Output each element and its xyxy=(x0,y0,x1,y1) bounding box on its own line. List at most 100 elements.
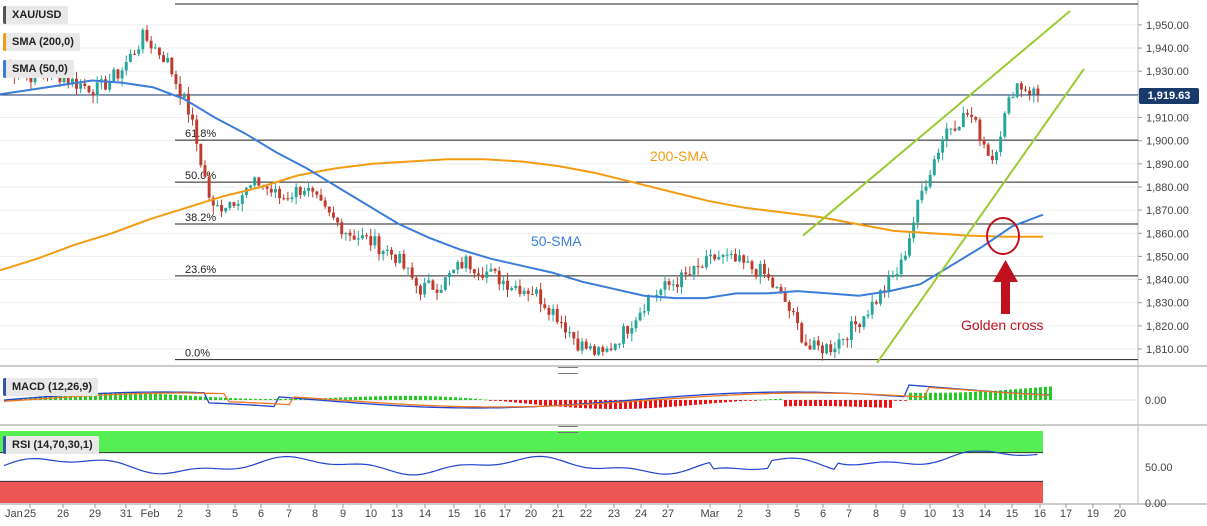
candle-body xyxy=(83,83,87,86)
candle-body xyxy=(646,296,650,312)
candle-body xyxy=(696,266,700,268)
macd-histogram-bar xyxy=(404,395,407,400)
pane-resize-handle[interactable] xyxy=(558,367,578,374)
time-tick-label: 5 xyxy=(232,508,238,520)
macd-histogram-bar xyxy=(884,400,887,408)
macd-histogram-bar xyxy=(639,400,642,409)
macd-histogram-bar xyxy=(134,392,137,400)
candle-body xyxy=(667,281,671,285)
candle-body xyxy=(489,268,493,272)
time-axis: Jan 25 26 29 31 Feb 2 3 5 6 7 8 9 10 13 14 15 16 17 20 21 22 2… xyxy=(5,504,1126,520)
macd-histogram-bar xyxy=(254,398,257,400)
candle-body xyxy=(87,85,91,93)
candle-body xyxy=(1007,97,1011,114)
macd-histogram-bar xyxy=(804,400,807,407)
candle-body xyxy=(671,284,675,286)
time-tick-label: 15 xyxy=(448,508,460,520)
price-tick-label: 1,880.00 xyxy=(1146,182,1189,194)
time-tick-label: 24 xyxy=(635,508,647,520)
rsi-line xyxy=(3,450,1038,476)
candle-body xyxy=(1011,96,1015,98)
candle-body xyxy=(481,274,485,278)
candle-body xyxy=(249,185,253,188)
macd-histogram-bar xyxy=(774,398,777,400)
candle-body xyxy=(381,250,385,255)
macd-label[interactable]: MACD (12,26,9) xyxy=(3,378,99,396)
time-tick-label: 23 xyxy=(608,508,620,520)
macd-histogram-bar xyxy=(869,400,872,408)
candle-body xyxy=(820,345,824,354)
macd-histogram-bar xyxy=(439,396,442,400)
macd-histogram-bar xyxy=(609,400,612,409)
candle-body xyxy=(982,141,986,145)
candle-body xyxy=(1028,90,1032,95)
candle-body xyxy=(932,159,936,175)
macd-histogram-bar xyxy=(969,392,972,400)
candle-body xyxy=(419,285,422,295)
macd-histogram-bar xyxy=(234,398,237,400)
pane-resize-handle[interactable] xyxy=(558,426,578,433)
macd-histogram-bar xyxy=(484,399,487,401)
macd-histogram-bar xyxy=(214,397,217,400)
macd-histogram-bar xyxy=(129,392,132,400)
symbol-label[interactable]: XAU/USD xyxy=(3,6,68,24)
candle-body xyxy=(1019,83,1023,90)
macd-histogram-bar xyxy=(734,400,737,402)
macd-histogram-bar xyxy=(689,400,692,406)
macd-histogram-bar xyxy=(679,400,682,407)
macd-histogram-bar xyxy=(109,392,112,400)
time-tick-label: 14 xyxy=(979,508,991,520)
time-tick-label: 25 xyxy=(24,508,36,520)
sma200-label[interactable]: SMA (200,0) xyxy=(3,33,80,51)
macd-histogram-bar xyxy=(984,391,987,400)
macd-histogram-bar xyxy=(284,399,287,400)
candle-body xyxy=(182,93,186,98)
macd-histogram-bar xyxy=(354,396,357,400)
candle-body xyxy=(120,70,124,79)
time-tick-label: 9 xyxy=(900,508,906,520)
candle-body xyxy=(547,307,551,315)
macd-histogram-bar xyxy=(604,400,607,409)
candle-body xyxy=(887,276,891,292)
candle-body xyxy=(841,339,845,341)
macd-histogram-bar xyxy=(809,400,812,407)
candle-body xyxy=(941,139,945,153)
time-tick-label: 14 xyxy=(419,508,431,520)
candle-body xyxy=(622,326,625,344)
macd-histogram-bar xyxy=(854,400,857,407)
macd-histogram-bar xyxy=(114,392,117,400)
candle-body xyxy=(485,271,489,278)
time-tick-label: 15 xyxy=(1006,508,1018,520)
macd-histogram-bar xyxy=(219,397,222,400)
candle-body xyxy=(609,348,613,350)
sma50-label[interactable]: SMA (50,0) xyxy=(3,60,74,78)
candle-body xyxy=(282,198,286,200)
macd-histogram-bar xyxy=(529,400,532,405)
candle-body xyxy=(717,257,721,260)
time-tick-label: 9 xyxy=(340,508,346,520)
candle-body xyxy=(970,114,974,118)
macd-histogram-bar xyxy=(974,391,977,400)
macd-histogram-bar xyxy=(204,396,207,400)
macd-histogram-bar xyxy=(504,400,507,402)
candle-body xyxy=(149,40,153,49)
candle-body xyxy=(812,340,816,350)
macd-histogram-bar xyxy=(519,400,522,404)
macd-histogram-bar xyxy=(264,399,267,400)
candle-body xyxy=(228,202,232,208)
candle-body xyxy=(95,82,99,96)
macd-histogram-bar xyxy=(729,400,732,402)
rsi-label[interactable]: RSI (14,70,30,1) xyxy=(3,436,99,454)
macd-histogram-bar xyxy=(194,396,197,400)
candle-body xyxy=(725,254,729,256)
candle-body xyxy=(638,312,642,321)
candle-body xyxy=(808,345,812,350)
macd-histogram-bar xyxy=(124,392,127,400)
candle-body xyxy=(1036,88,1040,95)
candle-body xyxy=(211,197,215,206)
macd-histogram-bar xyxy=(334,397,337,400)
candle-body xyxy=(721,254,725,258)
macd-histogram-bar xyxy=(669,400,672,407)
candle-body xyxy=(564,322,567,333)
